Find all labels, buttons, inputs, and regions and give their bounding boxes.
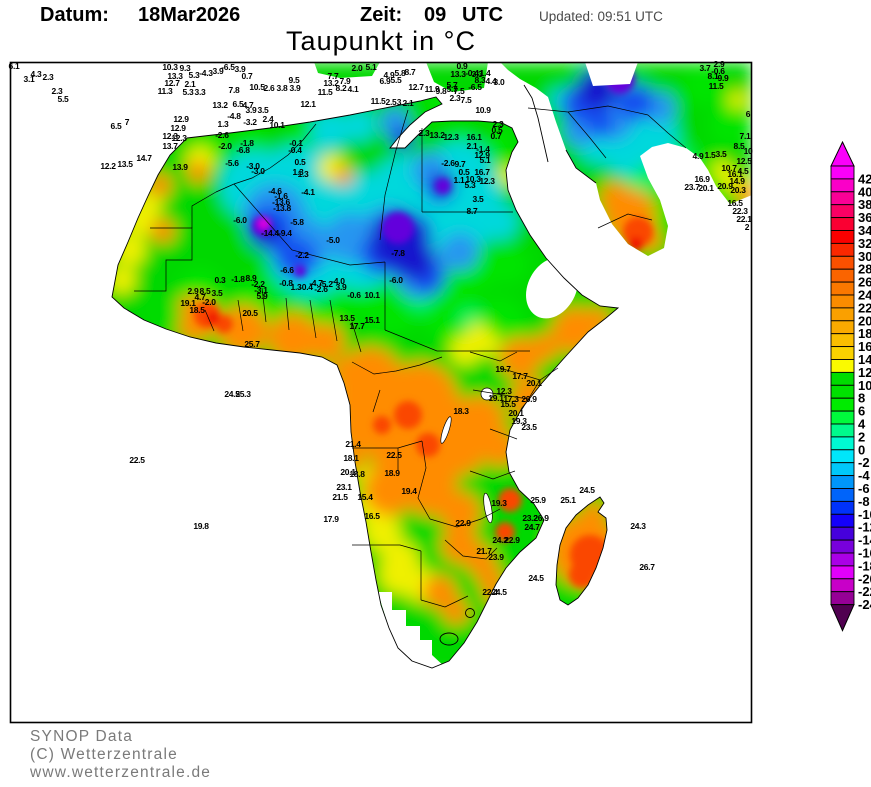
legend-tick-label: 32 xyxy=(858,236,871,251)
legend-tick-label: -18 xyxy=(858,558,871,573)
legend-cell xyxy=(830,410,855,425)
legend-tick-label: 38 xyxy=(858,197,871,212)
legend-tick-label: 42 xyxy=(858,171,871,186)
legend-tick-label: -6 xyxy=(858,481,870,496)
datum-value: 18Mar2026 xyxy=(138,4,241,26)
color-scale-legend: 42 40 38 36 34 32 30 28 26 24 22 20 18 16 14 12 10 8 6 4 2 0-… xyxy=(829,140,871,641)
legend-tick-label: 6 xyxy=(858,404,865,419)
legend-tick-label: -10 xyxy=(858,507,871,522)
legend-cell xyxy=(830,333,855,348)
utc-label: UTC xyxy=(462,4,504,26)
legend-arrow-down xyxy=(830,604,855,632)
map-frame xyxy=(9,61,753,724)
legend-tick-label: 10 xyxy=(858,378,871,393)
legend-cell xyxy=(830,307,855,322)
legend-tick-label: 16 xyxy=(858,339,871,354)
footer-data-source: SYNOP Data xyxy=(30,728,134,745)
legend-tick-label: 4 xyxy=(858,417,866,432)
legend-tick-label: 2 xyxy=(858,429,865,444)
legend-tick-label: -16 xyxy=(858,546,871,561)
legend-cell xyxy=(830,384,855,399)
legend-cell xyxy=(830,423,855,438)
legend-tick-label: -24 xyxy=(858,597,871,612)
legend-tick-label: 20 xyxy=(858,313,871,328)
legend-cell xyxy=(830,268,855,283)
legend-tick-label: 12 xyxy=(858,365,871,380)
legend-cell xyxy=(830,449,855,464)
legend-tick-label: -8 xyxy=(858,494,870,509)
footer-copyright: (C) Wetterzentrale xyxy=(30,746,178,763)
legend-cell xyxy=(830,204,855,219)
legend-tick-label: 34 xyxy=(858,223,871,238)
legend-tick-label: -20 xyxy=(858,571,871,586)
legend-cell xyxy=(830,513,855,528)
legend-cell xyxy=(830,346,855,360)
updated-timestamp: Updated: 09:51 UTC xyxy=(539,9,663,24)
legend-tick-label: -4 xyxy=(858,468,870,483)
legend-cell xyxy=(830,165,855,180)
legend-cell xyxy=(830,591,855,606)
no-data-regions xyxy=(378,62,638,668)
legend-cell xyxy=(830,475,855,489)
legend-tick-label: -12 xyxy=(858,520,871,535)
legend-tick-label: -22 xyxy=(858,584,871,599)
legend-tick-label: 40 xyxy=(858,184,871,199)
datum-label: Datum: xyxy=(40,4,109,26)
legend-cell xyxy=(830,242,855,257)
legend-cell xyxy=(830,488,855,502)
legend-cell xyxy=(830,294,855,309)
legend-cell xyxy=(830,526,855,541)
legend-cell xyxy=(830,178,855,193)
legend-cell xyxy=(830,552,855,567)
legend-svg: 424038363432302826242220181614121086420-… xyxy=(830,140,871,632)
legend-tick-label: 8 xyxy=(858,391,865,406)
legend-tick-label: 22 xyxy=(858,300,871,315)
legend-arrow-up xyxy=(830,140,855,167)
legend-cell xyxy=(830,371,855,386)
lakes xyxy=(440,387,494,524)
coastlines xyxy=(111,84,620,669)
legend-cell xyxy=(830,397,855,412)
legend-tick-label: -14 xyxy=(858,533,871,548)
legend-tick-label: 36 xyxy=(858,210,871,225)
legend-cell xyxy=(830,217,855,231)
legend-cell xyxy=(830,320,855,335)
legend-tick-label: 28 xyxy=(858,262,871,277)
legend-cell xyxy=(830,539,855,554)
legend-cell xyxy=(830,191,855,206)
legend-cell xyxy=(830,578,855,593)
legend-cell xyxy=(830,281,855,296)
legend-tick-label: 26 xyxy=(858,275,871,290)
legend-tick-label: 0 xyxy=(858,442,865,457)
map-title: Taupunkt in °C xyxy=(286,26,476,56)
legend-cell xyxy=(830,500,855,515)
legend-tick-label: 24 xyxy=(858,288,871,303)
zeit-value: 09 xyxy=(424,4,447,26)
legend-tick-label: 18 xyxy=(858,326,871,341)
legend-cell xyxy=(830,565,855,580)
legend-cell xyxy=(830,436,855,451)
legend-tick-label: 14 xyxy=(858,352,871,367)
footer-url: www.wetterzentrale.de xyxy=(30,764,212,781)
legend-cell xyxy=(830,359,855,373)
legend-tick-label: -2 xyxy=(858,455,870,470)
legend-cell xyxy=(830,230,855,244)
legend-tick-label: 30 xyxy=(858,249,871,264)
legend-cell xyxy=(830,255,855,270)
legend-cell xyxy=(830,462,855,477)
country-borders xyxy=(134,105,687,608)
zeit-label: Zeit: xyxy=(360,4,403,26)
